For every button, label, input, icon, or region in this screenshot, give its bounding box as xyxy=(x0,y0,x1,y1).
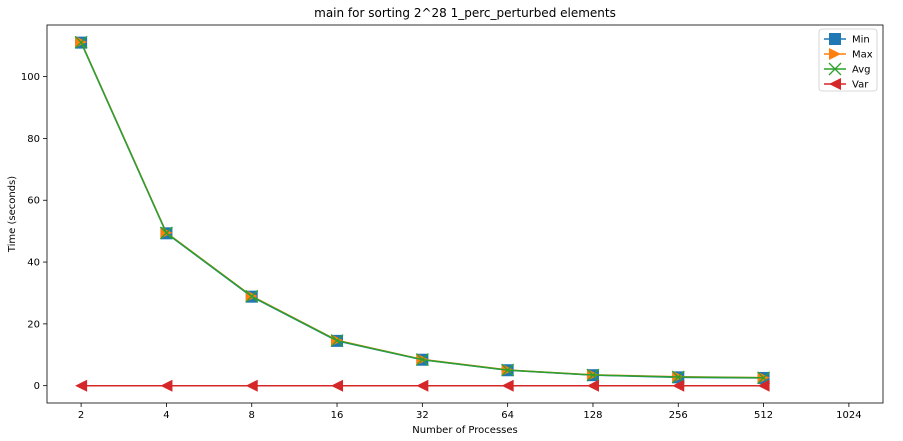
x-tick-label: 256 xyxy=(669,410,688,421)
data-point-var xyxy=(331,379,344,392)
data-point-var xyxy=(75,379,88,392)
x-tick-label: 32 xyxy=(416,410,429,421)
data-point-avg xyxy=(245,289,259,303)
data-point-avg xyxy=(159,226,173,240)
data-point-var xyxy=(501,379,514,392)
legend-item-max: Max xyxy=(824,48,873,61)
legend-item-min: Min xyxy=(824,33,870,46)
data-point-avg xyxy=(415,353,429,367)
y-axis-title: Time (seconds) xyxy=(7,176,18,253)
chart-title: main for sorting 2^28 1_perc_perturbed e… xyxy=(314,6,616,20)
y-axis: 0 20 40 60 80 100 xyxy=(21,72,47,392)
plot-area xyxy=(46,24,884,404)
y-tick-label: 60 xyxy=(27,196,40,207)
x-tick-label: 1024 xyxy=(836,410,861,421)
legend-item-avg: Avg xyxy=(824,62,871,76)
series-line-max xyxy=(80,41,764,379)
legend-label: Max xyxy=(852,50,873,61)
data-point-avg xyxy=(586,368,600,382)
x-tick-label: 2 xyxy=(78,410,84,421)
legend-item-var: Var xyxy=(824,78,869,91)
y-tick-label: 0 xyxy=(34,381,40,392)
series-avg xyxy=(74,35,771,385)
x-axis-title: Number of Processes xyxy=(412,425,517,436)
x-tick-label: 4 xyxy=(163,410,169,421)
x-tick-label: 8 xyxy=(249,410,255,421)
y-tick-label: 80 xyxy=(27,134,40,145)
data-point-var xyxy=(672,379,685,392)
y-tick-label: 40 xyxy=(27,258,40,269)
legend-label: Avg xyxy=(852,65,871,76)
series-var xyxy=(75,379,770,392)
x-tick-label: 64 xyxy=(501,410,514,421)
legend-marker xyxy=(829,33,841,45)
legend: Min Max Avg Var xyxy=(818,28,878,92)
x-tick-label: 512 xyxy=(754,410,773,421)
data-point-avg xyxy=(330,334,344,348)
legend-marker xyxy=(828,62,842,76)
data-point-avg xyxy=(74,35,88,49)
data-point-var xyxy=(160,379,173,392)
x-tick-label: 128 xyxy=(583,410,602,421)
legend-marker xyxy=(829,78,841,90)
legend-marker xyxy=(829,48,841,60)
legend-label: Var xyxy=(852,80,869,91)
data-point-var xyxy=(245,379,258,392)
series-line-avg xyxy=(80,42,764,379)
x-axis: 2 4 8 16 32 64 128 256 512 1024 xyxy=(78,403,862,421)
data-point-var xyxy=(416,379,429,392)
y-tick-label: 100 xyxy=(21,72,40,83)
data-point-var xyxy=(586,379,599,392)
series-line-min xyxy=(80,42,764,379)
series-layer xyxy=(74,35,771,392)
legend-label: Min xyxy=(852,35,870,46)
data-point-avg xyxy=(501,363,515,377)
series-min xyxy=(75,36,770,384)
x-tick-label: 16 xyxy=(331,410,344,421)
data-point-var xyxy=(757,379,770,392)
series-max xyxy=(75,35,770,384)
y-tick-label: 20 xyxy=(27,319,40,330)
